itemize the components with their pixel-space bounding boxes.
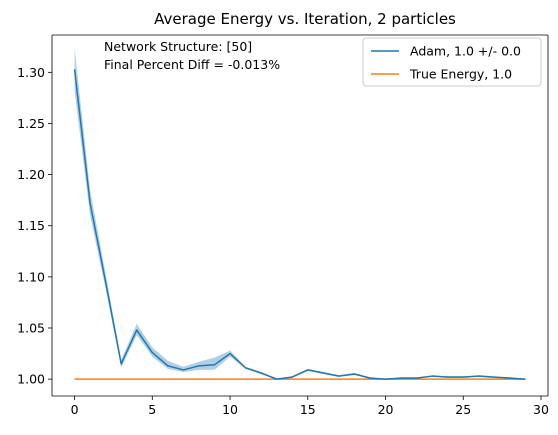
y-tick-label: 1.10 — [17, 269, 45, 284]
annotation-final-percent-diff: Final Percent Diff = -0.013% — [104, 57, 280, 72]
x-tick-label: 5 — [148, 402, 156, 417]
x-tick-label: 0 — [71, 402, 79, 417]
x-tick-label: 20 — [378, 402, 394, 417]
x-tick-label: 25 — [455, 402, 471, 417]
annotation-network-structure: Network Structure: [50] — [104, 39, 252, 54]
legend-label-true-energy: True Energy, 1.0 — [409, 67, 512, 82]
y-tick-label: 1.20 — [17, 167, 45, 182]
y-tick-label: 1.15 — [17, 218, 45, 233]
y-tick-label: 1.05 — [17, 320, 45, 335]
series-line-adam — [73, 69, 526, 380]
plot-frame — [51, 34, 549, 397]
legend: Adam, 1.0 +/- 0.0 True Energy, 1.0 — [362, 37, 542, 87]
y-axis-ticks: 1.00 1.05 1.10 1.15 1.20 1.25 1.30 — [17, 65, 52, 387]
legend-box — [362, 37, 542, 87]
y-tick-label: 1.25 — [17, 116, 45, 131]
y-tick-label: 1.30 — [17, 65, 45, 80]
y-tick-label: 1.00 — [17, 372, 45, 387]
x-tick-label: 15 — [300, 402, 316, 417]
chart-title: Average Energy vs. Iteration, 2 particle… — [154, 10, 456, 28]
series-line-layer — [73, 69, 526, 380]
x-axis-ticks: 0 5 10 15 20 25 30 — [71, 396, 549, 417]
x-tick-label: 10 — [222, 402, 238, 417]
plot-area — [52, 35, 548, 396]
x-tick-label: 30 — [533, 402, 549, 417]
legend-label-adam: Adam, 1.0 +/- 0.0 — [410, 44, 521, 59]
